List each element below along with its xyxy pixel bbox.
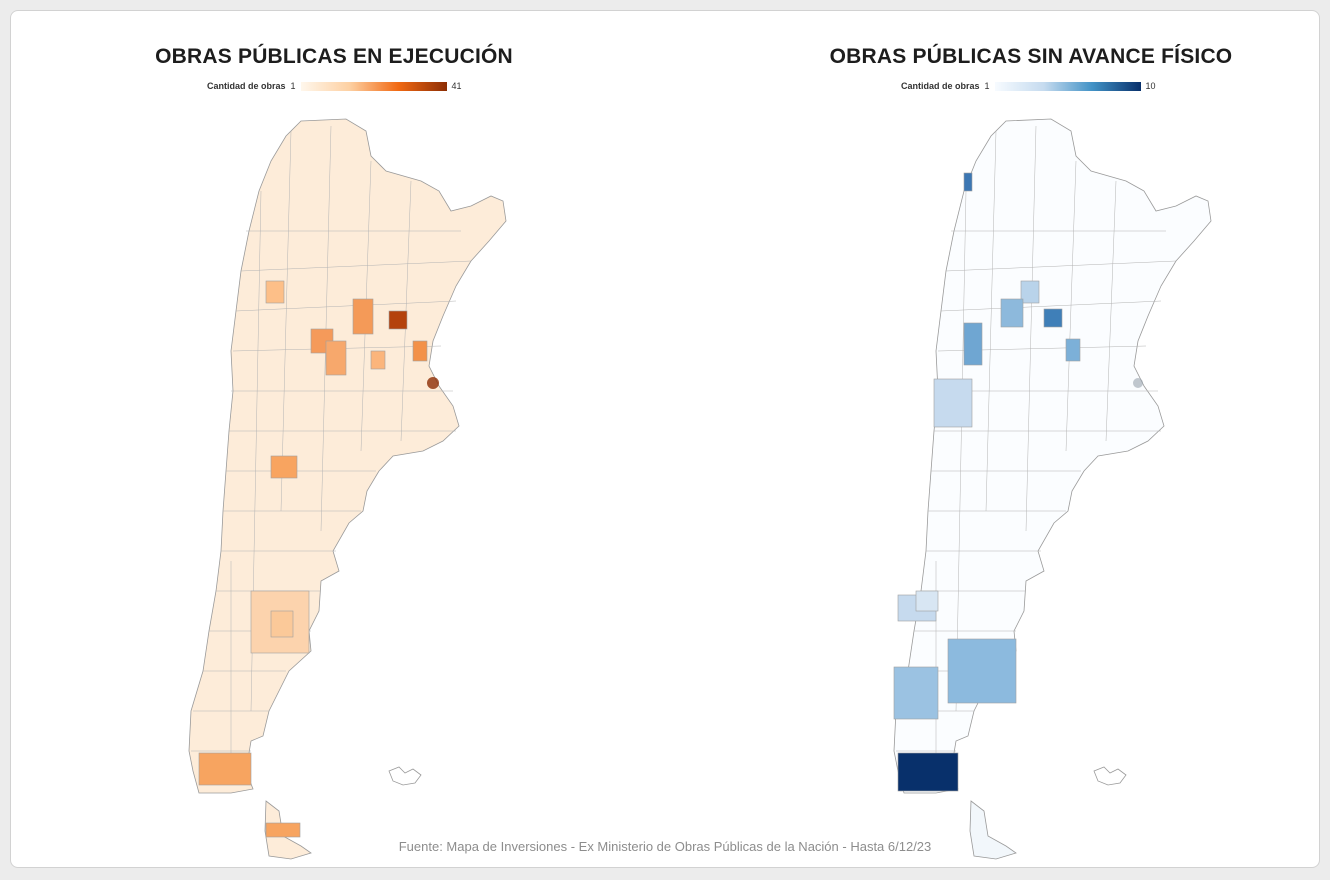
mainland-outline <box>188 118 507 794</box>
color-legend: Cantidad de obras 1 41 <box>207 81 462 91</box>
dept-9 <box>893 666 939 720</box>
dept-12 <box>915 590 939 612</box>
dept-7 <box>412 340 428 362</box>
argentina-map <box>188 118 507 860</box>
buenos-aires-hotspot <box>1133 378 1143 388</box>
mainland-outline <box>893 118 1212 794</box>
dept-5 <box>1065 338 1081 362</box>
dept-3 <box>388 310 408 330</box>
legend-max: 10 <box>1145 81 1156 91</box>
tierra-del-fuego <box>264 800 312 860</box>
dept-10 <box>198 752 252 786</box>
dept-1 <box>265 280 285 304</box>
dept-8 <box>947 638 1017 704</box>
dept-5 <box>352 298 374 335</box>
legend-max: 41 <box>451 81 462 91</box>
dept-4 <box>325 340 347 376</box>
map-panel-sin-avance: OBRAS PÚBLICAS SIN AVANCE FÍSICO Cantida… <box>666 11 1319 867</box>
dept-10 <box>897 752 959 792</box>
infographic-card: OBRAS PÚBLICAS EN EJECUCIÓN Cantidad de … <box>10 10 1320 868</box>
map-title: OBRAS PÚBLICAS SIN AVANCE FÍSICO <box>829 45 1233 68</box>
dept-11 <box>963 172 973 192</box>
legend-min: 1 <box>290 81 296 91</box>
map-title: OBRAS PÚBLICAS EN EJECUCIÓN <box>155 45 513 68</box>
color-legend: Cantidad de obras 1 10 <box>901 81 1156 91</box>
tierra-del-fuego <box>969 800 1017 860</box>
buenos-aires-hotspot <box>427 377 439 389</box>
argentina-map <box>893 118 1212 860</box>
legend-gradient <box>994 81 1141 91</box>
map-panel-en-ejecucion: OBRAS PÚBLICAS EN EJECUCIÓN Cantidad de … <box>11 11 666 867</box>
dept-6 <box>933 378 973 428</box>
legend-label: Cantidad de obras <box>207 81 286 91</box>
dept-12 <box>270 610 294 638</box>
dept-6 <box>370 350 386 370</box>
dept-1 <box>1020 280 1040 304</box>
dept-3 <box>963 322 983 366</box>
dept-8 <box>270 455 298 479</box>
legend-gradient <box>300 81 447 91</box>
malvinas-islands <box>1093 766 1127 786</box>
dept-4 <box>1043 308 1063 328</box>
legend-label: Cantidad de obras <box>901 81 980 91</box>
source-note: Fuente: Mapa de Inversiones - Ex Ministe… <box>398 839 932 854</box>
dept-2 <box>1000 298 1024 328</box>
malvinas-islands <box>388 766 422 786</box>
legend-min: 1 <box>984 81 990 91</box>
dept-11 <box>265 822 301 838</box>
